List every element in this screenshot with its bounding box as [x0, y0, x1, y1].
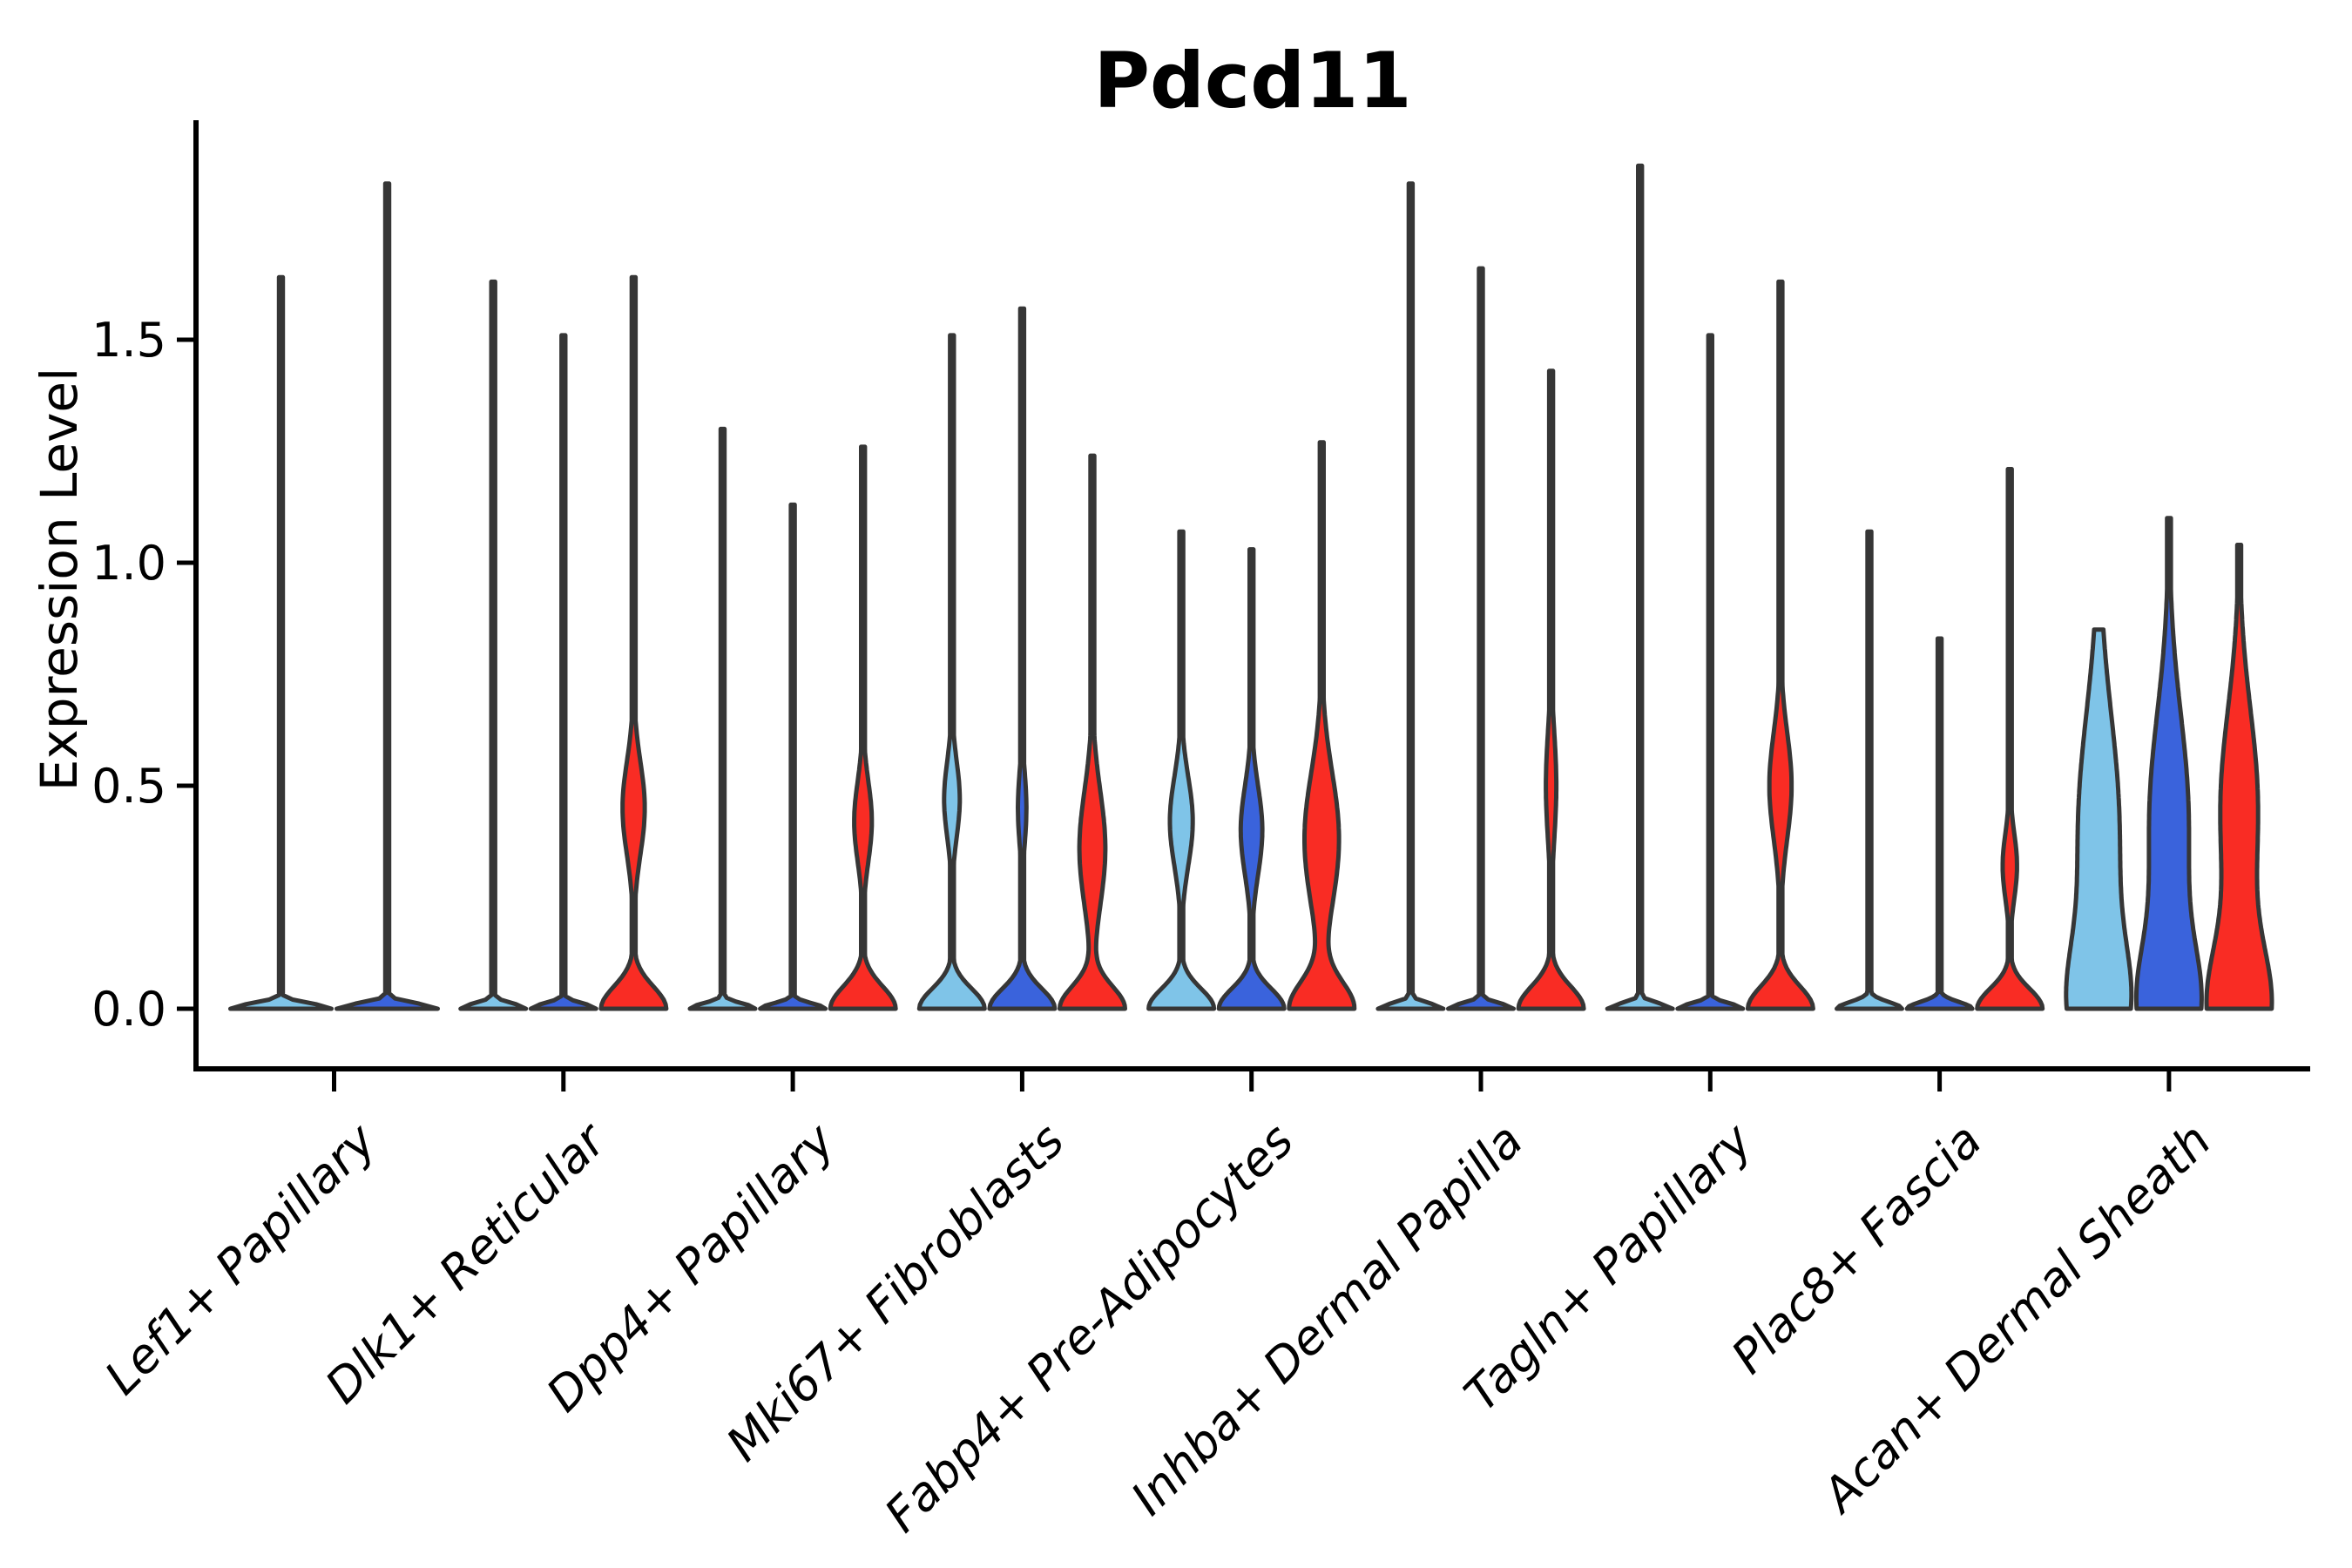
- violin-6-dark: [1675, 333, 1746, 1011]
- violin-2-light: [687, 426, 758, 1011]
- violin-2-dark: [758, 502, 828, 1011]
- violin-8-light: [2064, 627, 2134, 1011]
- x-tick-label: Fabp4+ Pre-Adipocytes: [875, 1113, 1304, 1543]
- y-tick-label: 1.0: [91, 536, 166, 591]
- violin-0-dark: [335, 181, 440, 1011]
- violin-3-light: [916, 333, 987, 1011]
- violin-4-light: [1146, 529, 1217, 1011]
- violin-4-red: [1287, 440, 1357, 1011]
- violin-8-red: [2204, 543, 2274, 1011]
- x-tick-label: Inhba+ Dermal Papilla: [1120, 1113, 1533, 1526]
- y-tick-label: 0.0: [91, 982, 166, 1037]
- violin-5-light: [1375, 181, 1446, 1011]
- violin-6-red: [1745, 279, 1815, 1011]
- violin-5-red: [1516, 368, 1586, 1011]
- violin-2-red: [828, 444, 898, 1011]
- violin-3-dark: [987, 306, 1058, 1011]
- violin-0-light: [228, 274, 334, 1011]
- violin-1-light: [458, 279, 529, 1011]
- violin-7-light: [1835, 529, 1904, 1011]
- violin-6-light: [1605, 163, 1675, 1011]
- y-tick-label: 0.5: [91, 759, 166, 814]
- violin-7-red: [1975, 467, 2045, 1011]
- violin-1-red: [598, 274, 669, 1011]
- y-axis-ticks: 0.0 0.5 1.0 1.5: [91, 313, 196, 1037]
- violin-3-red: [1058, 453, 1127, 1011]
- chart-title: Pdcd11: [1093, 36, 1411, 125]
- violin-5-dark: [1446, 266, 1516, 1011]
- violin-7-dark: [1904, 636, 1975, 1011]
- x-tick-label: Acan+ Dermal Sheath: [1810, 1113, 2221, 1524]
- violin-4-dark: [1216, 547, 1287, 1011]
- violin-1-dark: [528, 333, 598, 1011]
- violins-layer: [228, 163, 2274, 1011]
- y-tick-label: 1.5: [91, 313, 166, 368]
- y-axis-label: Expression Level: [30, 368, 89, 791]
- violin-8-dark: [2133, 516, 2204, 1011]
